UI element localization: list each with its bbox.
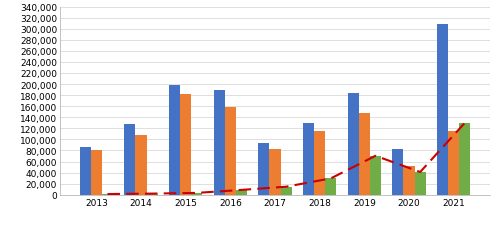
Bar xyxy=(124,125,136,195)
Bar xyxy=(146,194,158,195)
Bar xyxy=(180,95,191,195)
Bar xyxy=(80,148,90,195)
Bar xyxy=(258,143,270,195)
Bar xyxy=(404,166,414,195)
Bar xyxy=(136,136,146,195)
Bar xyxy=(169,86,180,195)
Bar xyxy=(314,131,326,195)
Bar xyxy=(414,172,426,195)
Bar xyxy=(224,108,236,195)
Bar xyxy=(437,25,448,195)
Bar xyxy=(90,150,102,195)
Bar xyxy=(348,94,359,195)
Bar xyxy=(359,113,370,195)
Bar xyxy=(370,156,381,195)
Bar xyxy=(270,150,280,195)
Bar xyxy=(191,193,202,195)
Bar xyxy=(214,91,224,195)
Bar xyxy=(102,194,113,195)
Bar xyxy=(303,123,314,195)
Bar xyxy=(236,190,247,195)
Bar xyxy=(460,123,470,195)
Bar xyxy=(448,132,460,195)
Bar xyxy=(326,179,336,195)
Bar xyxy=(392,150,404,195)
Bar xyxy=(280,187,292,195)
